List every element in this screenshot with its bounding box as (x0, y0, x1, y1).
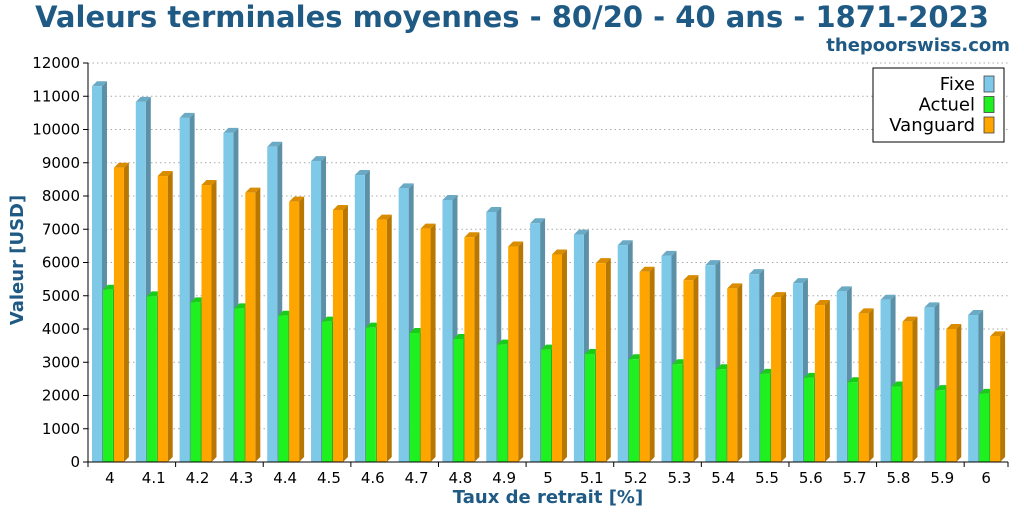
x-tick-label: 4.5 (317, 469, 341, 487)
legend-box (872, 67, 1005, 143)
axes (83, 62, 1009, 467)
y-tick-label: 9000 (42, 154, 80, 172)
x-tick-label: 6 (981, 469, 991, 487)
bar-vanguard (289, 196, 305, 462)
x-tick-label: 4 (105, 469, 115, 487)
bar-vanguard (727, 283, 743, 462)
bar-vanguard (201, 180, 217, 462)
x-tick-label: 5 (543, 469, 553, 487)
y-tick-label: 12000 (32, 54, 80, 72)
x-tick-label: 5.3 (667, 469, 691, 487)
bar-vanguard (946, 324, 962, 462)
chart-title: Valeurs terminales moyennes - 80/20 - 40… (35, 0, 989, 34)
y-tick-label: 3000 (42, 353, 80, 371)
bar-vanguard (639, 266, 655, 462)
bar-vanguard (245, 187, 261, 463)
legend-label-actuel: Actuel (919, 95, 975, 116)
bar-vanguard (508, 241, 524, 462)
bar-vanguard (113, 162, 129, 463)
x-tick-label: 5.4 (711, 469, 735, 487)
legend-label-fixe: Fixe (940, 74, 975, 95)
x-tick-label: 4.2 (186, 469, 210, 487)
y-axis-label: Valeur [USD] (7, 195, 28, 325)
bar-vanguard (858, 308, 874, 462)
x-tick-label: 5.1 (580, 469, 604, 487)
x-tick-label: 5.2 (624, 469, 648, 487)
y-tick-label: 11000 (32, 87, 80, 105)
x-tick-label: 4.8 (448, 469, 472, 487)
legend-label-vanguard: Vanguard (889, 115, 975, 136)
bar-vanguard (157, 171, 173, 463)
y-tick-label: 0 (70, 453, 80, 471)
x-tick-label: 5.8 (887, 469, 911, 487)
bar-vanguard (595, 258, 611, 462)
bars-group (91, 81, 1006, 463)
bar-vanguard (683, 275, 699, 462)
y-tick-label: 6000 (42, 254, 80, 272)
y-tick-label: 10000 (32, 121, 80, 139)
y-tick-label: 2000 (42, 387, 80, 405)
bar-vanguard (771, 292, 787, 462)
y-tick-label: 4000 (42, 320, 80, 338)
x-tick-label: 4.1 (142, 469, 166, 487)
bar-vanguard (464, 232, 480, 462)
y-tick-label: 5000 (42, 287, 80, 305)
x-tick-label: 5.6 (799, 469, 823, 487)
bar-vanguard (332, 204, 348, 462)
bar-vanguard (551, 249, 567, 462)
y-tick-label: 7000 (42, 220, 80, 238)
x-tick-label: 4.6 (361, 469, 385, 487)
x-tick-label: 4.7 (405, 469, 429, 487)
y-tick-label: 8000 (42, 187, 80, 205)
bar-vanguard (420, 223, 436, 462)
y-tick-label: 1000 (42, 420, 80, 438)
bar-vanguard (814, 300, 830, 462)
x-tick-label: 4.3 (229, 469, 253, 487)
legend-swatch-actuel (983, 96, 995, 113)
bar-vanguard (990, 331, 1006, 462)
bar-vanguard (902, 316, 918, 462)
x-tick-label: 5.7 (843, 469, 867, 487)
x-tick-label: 4.4 (273, 469, 297, 487)
x-tick-labels: 4 4.1 4.2 4.3 4.4 4.5 4.6 4.7 4.8 4.9 5 5.1 5.2 5.3 5.… (105, 469, 991, 487)
chart-subtitle: thepoorswiss.com (826, 35, 1010, 56)
legend-swatch-vanguard (983, 116, 995, 134)
x-axis-label: Taux de retrait [%] (453, 487, 643, 508)
x-tick-label: 4.9 (492, 469, 516, 487)
y-tick-labels: 0 1000 2000 3000 4000 5000 6000 7000 8000 9000 100… (32, 54, 80, 471)
x-tick-label: 5.9 (930, 469, 954, 487)
x-tick-label: 5.5 (755, 469, 779, 487)
legend-swatch-fixe (983, 75, 995, 93)
bar-vanguard (376, 214, 392, 462)
